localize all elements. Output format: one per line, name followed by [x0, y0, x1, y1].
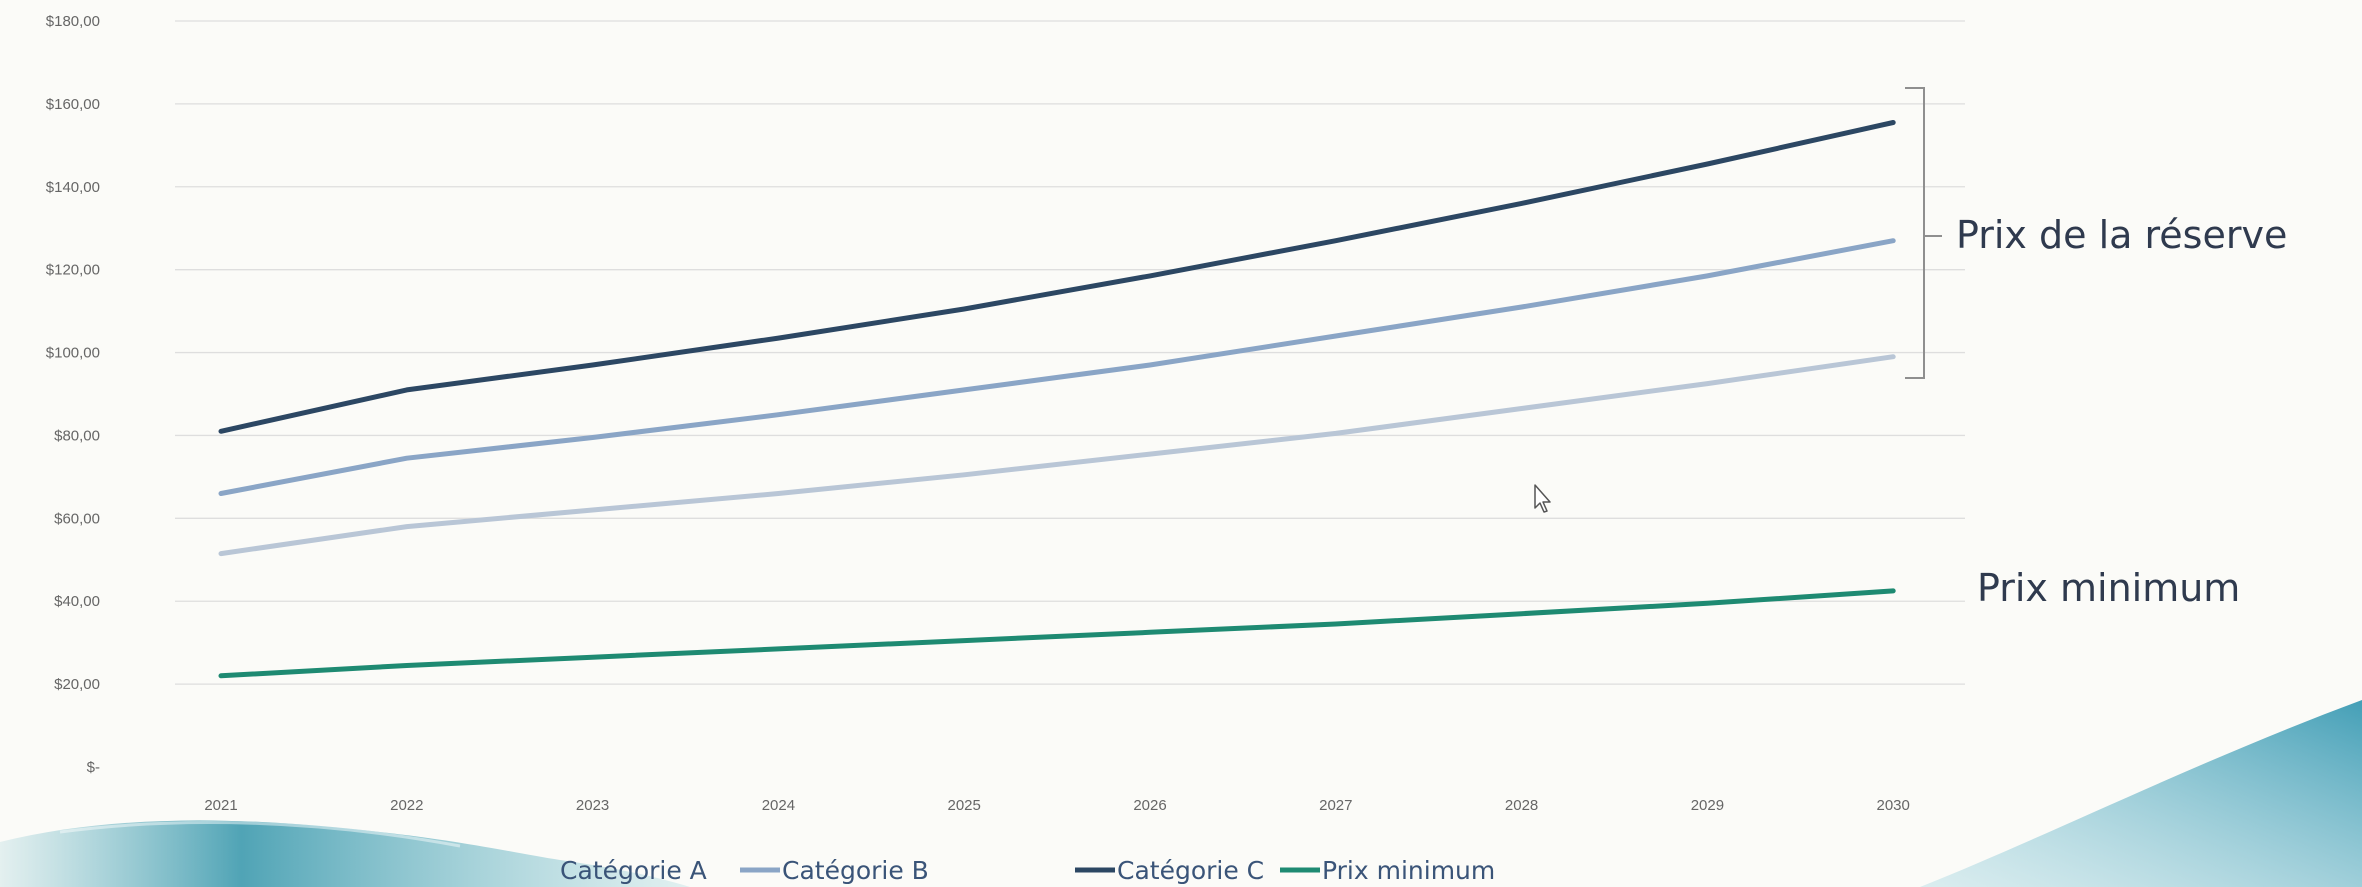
y-tick-label: $80,00 [54, 427, 100, 444]
y-tick-label: $- [87, 759, 100, 776]
x-tick-label: 2027 [1319, 797, 1352, 814]
x-tick-label: 2024 [762, 797, 795, 814]
x-tick-label: 2028 [1505, 797, 1538, 814]
y-tick-label: $120,00 [46, 262, 100, 279]
reserve-price-label: Prix de la réserve [1956, 213, 2287, 257]
x-tick-label: 2029 [1691, 797, 1724, 814]
x-axis-tick-labels: 2021 2022 2023 2024 2025 2026 2027 2028 2029 2030 [204, 797, 1910, 814]
series-line-categorie-a [218, 354, 1896, 557]
y-tick-label: $160,00 [46, 96, 100, 113]
y-tick-label: $140,00 [46, 179, 100, 196]
y-tick-label: $180,00 [46, 13, 100, 30]
series-line-categorie-c [218, 120, 1896, 434]
series-lines [218, 120, 1896, 679]
legend-label: Catégorie B [782, 856, 929, 885]
x-tick-label: 2023 [576, 797, 609, 814]
y-tick-label: $100,00 [46, 345, 100, 362]
y-tick-label: $40,00 [54, 593, 100, 610]
reserve-bracket [1905, 87, 1942, 379]
decor-swoosh-left [0, 820, 690, 887]
minimum-price-label: Prix minimum [1977, 566, 2240, 610]
x-tick-label: 2022 [390, 797, 423, 814]
legend-label: Catégorie A [560, 856, 707, 885]
legend-label: Prix minimum [1322, 856, 1495, 885]
cursor-arrow-icon [1534, 484, 1551, 513]
legend-label: Catégorie C [1117, 856, 1264, 885]
x-tick-label: 2025 [948, 797, 981, 814]
x-tick-label: 2026 [1133, 797, 1166, 814]
x-tick-label: 2021 [204, 797, 237, 814]
y-tick-label: $60,00 [54, 510, 100, 527]
decor-swoosh-left-highlight [59, 821, 461, 848]
legend: Catégorie A Catégorie B Catégorie C Prix mi… [560, 856, 1495, 885]
y-tick-label: $20,00 [54, 676, 100, 693]
x-tick-label: 2030 [1877, 797, 1910, 814]
series-line-prix-minimum [218, 588, 1896, 679]
y-axis-tick-labels: $- $20,00 $40,00 $60,00 $80,00 $100,00 $120,00… [46, 13, 100, 776]
decor-swoosh-right [1920, 700, 2362, 887]
series-line-categorie-b [218, 238, 1896, 496]
y-gridlines [175, 20, 1965, 685]
